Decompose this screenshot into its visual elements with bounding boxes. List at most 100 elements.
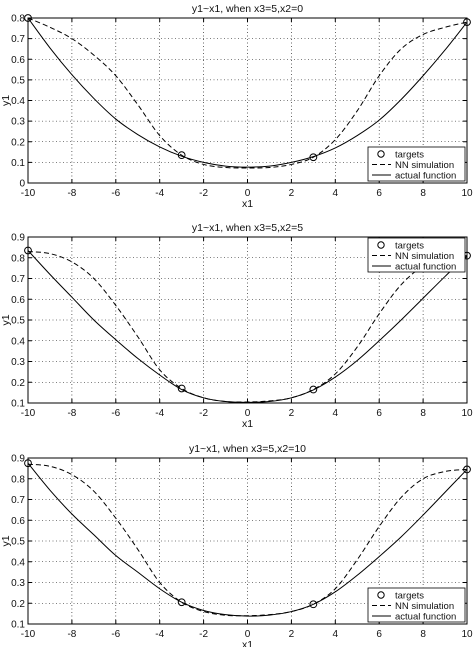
chart-3-series-targets-point — [177, 598, 186, 607]
chart-3-y-tick-label: 0.4 — [11, 557, 25, 568]
chart-3-x-tick-label: -8 — [67, 629, 76, 640]
chart-2-legend-targets-symbol — [377, 241, 385, 249]
chart-1-x-tick-label: 2 — [289, 188, 295, 199]
chart-1-y-axis-label: y1 — [0, 95, 12, 106]
chart-2-y-axis-label: y1 — [0, 314, 12, 325]
chart-3-x-tick-label: 4 — [333, 629, 339, 640]
chart-3-legend-actual-function-label: actual function — [395, 612, 456, 623]
chart-3-y-tick-label: 0.3 — [11, 578, 25, 589]
chart-3-x-axis-label: x1 — [242, 639, 253, 647]
chart-3-legend-targets-label: targets — [395, 591, 424, 602]
chart-2-series-targets-point — [177, 384, 186, 393]
chart-2-x-tick-label: -4 — [155, 408, 164, 419]
chart-1-y-tick-label: 0.7 — [11, 34, 25, 45]
chart-2-x-tick-label: 2 — [289, 408, 295, 419]
chart-1-x-tick-label: 4 — [333, 188, 339, 199]
chart-3-x-tick-label: -4 — [155, 629, 164, 640]
chart-2-x-tick-label: -10 — [21, 408, 36, 419]
chart-2-y-tick-label: 0.7 — [11, 274, 25, 285]
chart-2-y-tick-label: 0.4 — [11, 336, 25, 347]
chart-3-x-tick-label: 8 — [420, 629, 426, 640]
chart-3-y-tick-label: 0.2 — [11, 599, 25, 610]
chart-3-y-axis-label: y1 — [0, 535, 12, 546]
chart-1-series-targets-point — [463, 18, 471, 27]
chart-2-y-tick-label: 0.9 — [11, 233, 25, 244]
chart-1-legend-targets-label: targets — [395, 150, 424, 161]
chart-1-series-actual-function-line — [27, 17, 468, 168]
chart-1: -10 -8 -6 -4 -2 0 2 4 6 8 10 0 0.1 0.2 0.3 0.4 0.5 0.6 0.7… — [0, 3, 473, 210]
chart-3-x-tick-label: -6 — [111, 629, 120, 640]
chart-1-y-tick-label: 0.3 — [11, 117, 25, 128]
chart-2-y-tick-label: 0.8 — [11, 253, 25, 264]
chart-1-x-tick-label: 10 — [461, 188, 473, 199]
chart-1-legend-targets-symbol — [377, 150, 385, 158]
chart-1-x-tick-label: -10 — [21, 188, 36, 199]
chart-3-y-tick-label: 0.1 — [11, 620, 25, 631]
chart-3-x-tick-label: -10 — [21, 629, 36, 640]
chart-3-series-targets-point — [24, 459, 32, 468]
chart-2-y-tick-label: 0.3 — [11, 357, 25, 368]
chart-3-legend-targets-symbol — [377, 591, 385, 599]
chart-2: -10 -8 -6 -4 -2 0 2 4 6 8 10 0.1 0.2 0.3 0.4 0.5 0.6 0.7 0… — [0, 222, 473, 430]
chart-3-y-tick-label: 0.7 — [11, 495, 25, 506]
chart-1-y-tick-label: 0.1 — [11, 158, 25, 169]
chart-2-x-tick-label: 8 — [420, 408, 426, 419]
chart-1-y-tick-label: 0.8 — [11, 14, 25, 25]
chart-1-x-tick-label: -4 — [155, 188, 164, 199]
chart-2-series-targets-point — [24, 246, 32, 255]
chart-1-title: y1~x1, when x3=5,x2=0 — [192, 3, 303, 15]
chart-3-x-tick-label: 6 — [376, 629, 382, 640]
chart-2-x-tick-label: -2 — [199, 408, 208, 419]
chart-2-legend-nn-simulation-label: NN simulation — [395, 251, 454, 262]
chart-3-x-tick-label: -2 — [199, 629, 208, 640]
chart-2-series-targets-point — [309, 385, 318, 394]
chart-2-legend-targets-label: targets — [395, 241, 424, 252]
chart-2-title: y1~x1, when x3=5,x2=5 — [192, 222, 303, 234]
chart-1-x-tick-label: -6 — [111, 188, 120, 199]
chart-1-legend-actual-function-label: actual function — [395, 171, 456, 182]
chart-1-x-tick-label: 8 — [420, 188, 426, 199]
chart-3: -10 -8 -6 -4 -2 0 2 4 6 8 10 0.1 0.2 0.3 0.4 0.5 0.6 0.7 0… — [0, 443, 473, 647]
chart-3-y-tick-label: 0.5 — [11, 537, 25, 548]
chart-2-x-axis-label: x1 — [242, 418, 253, 430]
chart-2-x-tick-label: 4 — [333, 408, 339, 419]
chart-1-legend-nn-simulation-label: NN simulation — [395, 160, 454, 171]
chart-2-x-tick-label: 6 — [376, 408, 382, 419]
chart-1-y-tick-label: 0.5 — [11, 75, 25, 86]
chart-2-legend-actual-function-label: actual function — [395, 262, 456, 273]
chart-3-title: y1~x1, when x3=5,x2=10 — [189, 443, 306, 455]
chart-3-x-tick-label: 0 — [245, 629, 251, 640]
chart-2-series-actual-function-line — [27, 250, 468, 403]
chart-1-series-targets-point — [24, 14, 32, 22]
chart-1-x-tick-label: -2 — [199, 188, 208, 199]
chart-2-y-tick-label: 0.5 — [11, 316, 25, 327]
chart-3-series-actual-function-line — [27, 462, 468, 617]
chart-1-x-tick-label: 6 — [376, 188, 382, 199]
chart-2-x-tick-label: 0 — [245, 408, 251, 419]
chart-1-x-tick-label: -8 — [67, 188, 76, 199]
chart-1-y-tick-label: 0.6 — [11, 55, 25, 66]
chart-3-y-tick-label: 0.6 — [11, 516, 25, 527]
chart-3-y-tick-label: 0.9 — [11, 454, 25, 465]
chart-2-x-tick-label: 10 — [461, 408, 473, 419]
chart-2-x-tick-label: -8 — [67, 408, 76, 419]
chart-1-y-tick-label: 0.2 — [11, 137, 25, 148]
chart-2-y-tick-label: 0.1 — [11, 399, 25, 410]
chart-2-y-tick-label: 0.2 — [11, 378, 25, 389]
chart-3-x-tick-label: 2 — [289, 629, 295, 640]
chart-3-legend-nn-simulation-label: NN simulation — [395, 601, 454, 612]
chart-1-y-tick-label: 0 — [19, 179, 25, 190]
chart-3-x-tick-label: 10 — [461, 629, 473, 640]
chart-1-y-tick-label: 0.4 — [11, 96, 25, 107]
chart-3-y-tick-label: 0.8 — [11, 474, 25, 485]
chart-1-x-axis-label: x1 — [242, 198, 253, 210]
chart-1-series-nn-simulation-line — [27, 17, 468, 169]
chart-3-series-targets-point — [309, 600, 318, 609]
chart-1-x-tick-label: 0 — [245, 188, 251, 199]
chart-2-x-tick-label: -6 — [111, 408, 120, 419]
chart-2-y-tick-label: 0.6 — [11, 295, 25, 306]
